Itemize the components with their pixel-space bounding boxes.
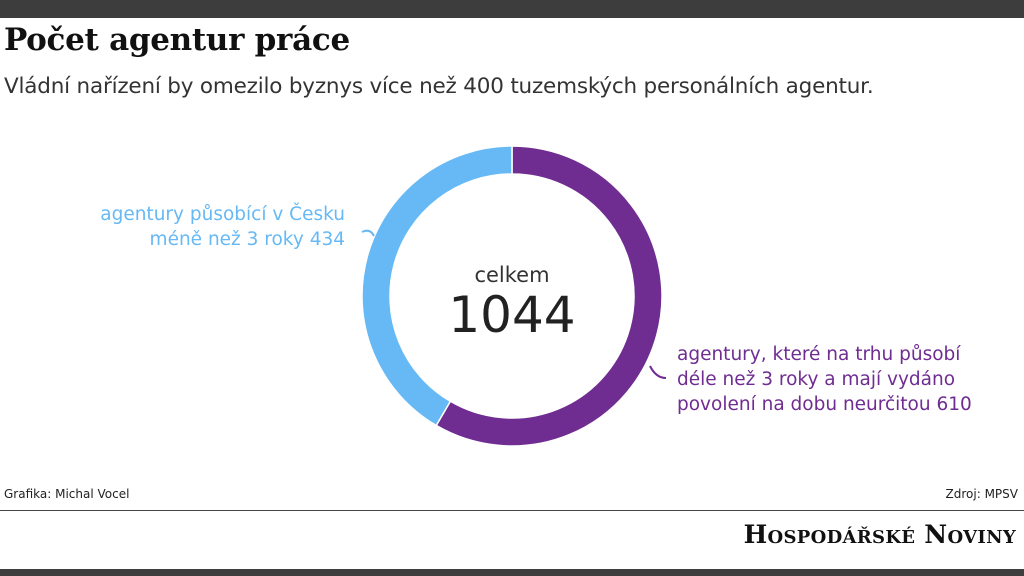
slice-label-line: agentury působící v Česku xyxy=(100,203,345,225)
slice-label-line: agentury, které na trhu působí xyxy=(677,344,961,365)
top-bar xyxy=(0,0,1024,18)
graphics-credit: Grafika: Michal Vocel xyxy=(4,487,130,501)
publisher-logo: Hospodářské Noviny xyxy=(743,520,1016,549)
footer-divider xyxy=(0,510,1024,511)
slice-label-long-term-agencies: agentury, které na trhu působí déle než 3… xyxy=(677,344,972,415)
slice-label-line: déle než 3 roky a mají vydáno xyxy=(677,369,955,390)
chart-subtitle: Vládní nařízení by omezilo byznys více n… xyxy=(4,74,874,99)
slice-long-term-agencies xyxy=(435,145,663,447)
slice-label-line: povolení na dobu neurčitou 610 xyxy=(677,394,972,415)
chart-title: Počet agentur práce xyxy=(4,22,350,58)
slice-label-line: méně než 3 roky 434 xyxy=(150,229,345,250)
leader-line-long-term xyxy=(649,365,667,379)
center-value: 1044 xyxy=(448,286,575,344)
bottom-bar xyxy=(0,569,1024,576)
data-source: Zdroj: MPSV xyxy=(945,487,1018,501)
slice-label-new-agencies: agentury působící v Česku méně než 3 roky… xyxy=(100,203,345,250)
leader-line-new xyxy=(361,229,375,237)
slice-new-agencies xyxy=(361,145,513,427)
center-label: celkem xyxy=(474,263,549,287)
